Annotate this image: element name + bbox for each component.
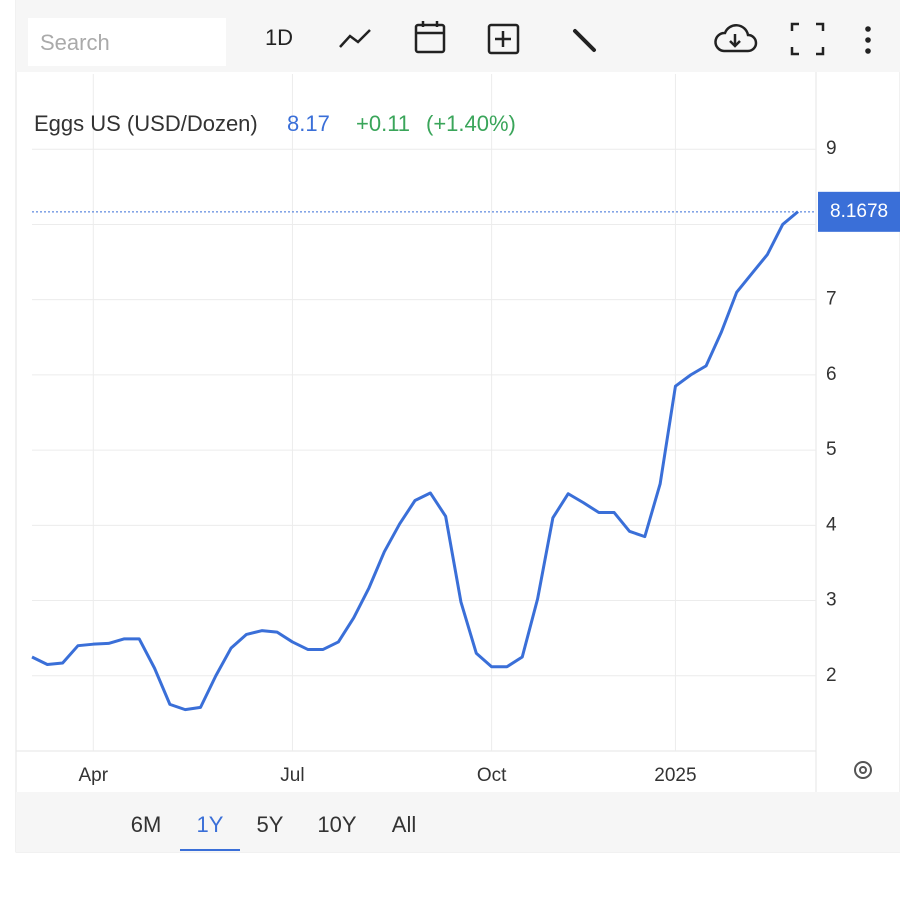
y-tick-label: 2: [826, 665, 837, 686]
add-indicator-icon[interactable]: [487, 23, 520, 55]
tools-icon[interactable]: [573, 29, 596, 52]
change-percent: (+1.40%): [426, 111, 516, 136]
price-line: [31, 210, 799, 712]
x-tick-label: 2025: [654, 765, 696, 786]
change: +0.11: [356, 111, 410, 136]
search-placeholder[interactable]: Search: [40, 30, 110, 55]
y-tick-label: 7: [826, 289, 837, 310]
last-value: 8.17: [287, 111, 330, 136]
y-tick-label: 4: [826, 514, 837, 535]
x-tick-label: Jul: [280, 765, 304, 786]
last-price-badge: [818, 191, 900, 232]
range-bar: [16, 792, 900, 852]
last-price-label: 8.1678: [830, 201, 888, 222]
x-tick-label: Apr: [78, 765, 108, 786]
x-tick-label: Oct: [477, 765, 507, 786]
y-tick-label: 5: [826, 439, 837, 460]
y-tick-label: 9: [826, 138, 837, 159]
chart-frame: [15, 0, 900, 853]
interval-button[interactable]: 1D: [265, 25, 293, 50]
series-title: Eggs US (USD/Dozen): [34, 111, 258, 136]
y-tick-label: 6: [826, 364, 837, 385]
range-button[interactable]: 6M: [131, 812, 162, 837]
search-box[interactable]: [28, 18, 226, 66]
chart-type-icon[interactable]: [339, 29, 371, 48]
menu-icon[interactable]: [865, 26, 871, 54]
calendar-icon[interactable]: [414, 21, 446, 54]
y-tick-label: 3: [826, 590, 837, 611]
range-button[interactable]: All: [392, 812, 416, 837]
settings-icon[interactable]: [854, 761, 872, 779]
range-button[interactable]: 5Y: [257, 812, 284, 837]
range-button[interactable]: 10Y: [317, 812, 356, 837]
range-button[interactable]: 1Y: [197, 812, 224, 837]
download-icon[interactable]: [714, 24, 758, 53]
fullscreen-icon[interactable]: [790, 22, 825, 56]
